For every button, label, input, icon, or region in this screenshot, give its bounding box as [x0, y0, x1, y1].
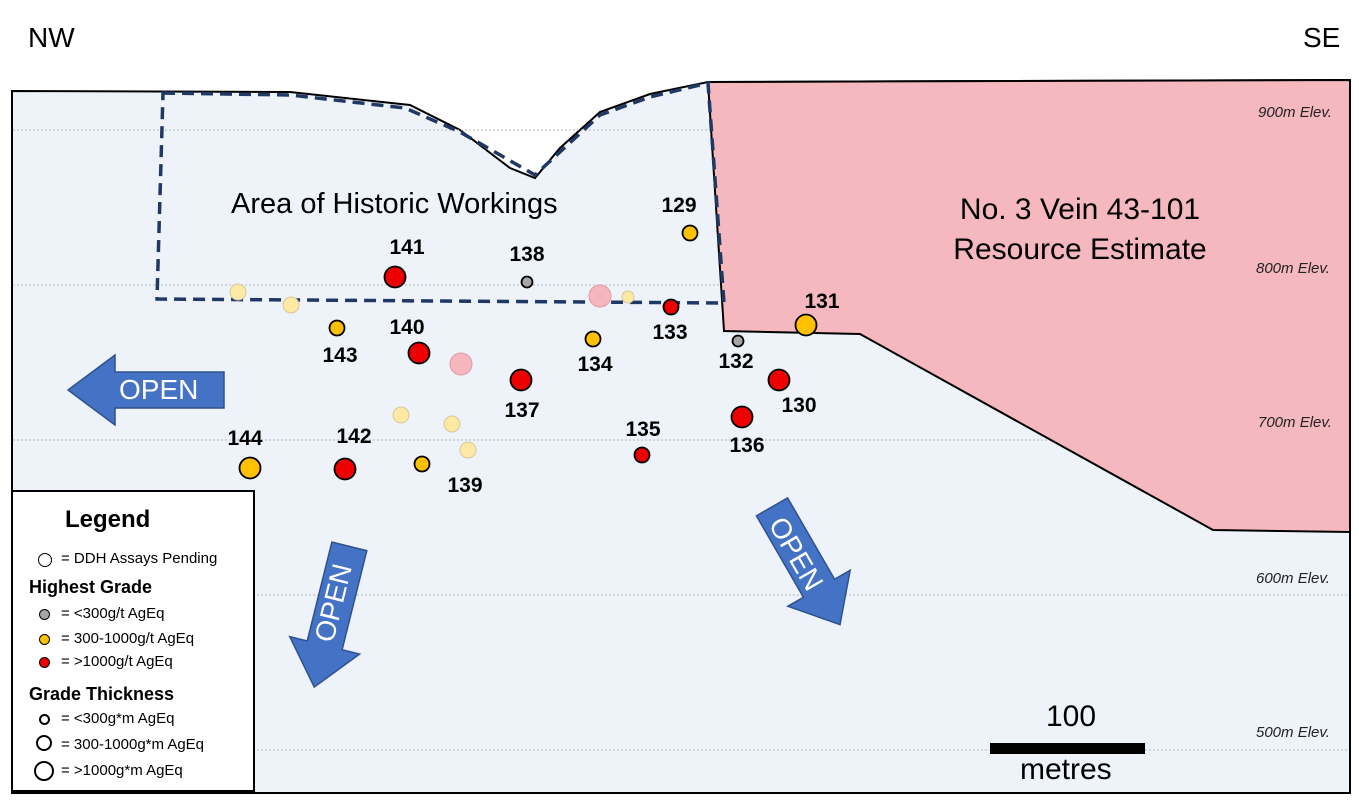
- open-label-nw: OPEN: [119, 374, 199, 405]
- thick-low-symbol-icon: [39, 714, 50, 725]
- intercept-140: [407, 341, 431, 365]
- elev-700-label: 700m Elev.: [1258, 414, 1332, 431]
- intercept-139: [413, 455, 431, 473]
- elev-800-label: 800m Elev.: [1256, 260, 1330, 277]
- hole-label-135: 135: [625, 418, 661, 441]
- se-label: SE: [1303, 22, 1341, 53]
- intercept-133: [662, 298, 680, 316]
- elev-900-label: 900m Elev.: [1258, 104, 1332, 121]
- legend-pending: = DDH Assays Pending: [61, 550, 218, 567]
- hole-label-144: 144: [227, 427, 263, 450]
- resource-label-line1: No. 3 Vein 43-101: [959, 193, 1201, 226]
- open-arrow-down: [288, 541, 368, 689]
- pending-intercept: [229, 283, 247, 301]
- legend-grade-heading: Highest Grade: [29, 577, 153, 597]
- pending-intercept: [459, 441, 477, 459]
- pending-intercepts: [229, 283, 635, 459]
- hole-label-130: 130: [781, 394, 817, 417]
- hole-label-139: 139: [447, 474, 483, 497]
- resource-estimate-label: No. 3 Vein 43-101 Resource Estimate: [930, 190, 1230, 270]
- hole-label-140: 140: [389, 316, 425, 339]
- hole-label-131: 131: [804, 290, 840, 313]
- pending-intercept: [449, 352, 473, 376]
- hole-label-136: 136: [729, 434, 765, 457]
- thick-mid-symbol-icon: [36, 735, 52, 751]
- resource-estimate-area: [706, 78, 1351, 534]
- hole-label-129: 129: [661, 194, 697, 217]
- hole-label-142: 142: [336, 425, 372, 448]
- hole-label-138: 138: [509, 243, 545, 266]
- intercept-132: [731, 334, 745, 348]
- hole-label-133: 133: [652, 321, 688, 344]
- intercept-142: [333, 457, 357, 481]
- pending-intercept: [588, 284, 612, 308]
- intercept-144: [238, 456, 262, 480]
- open-arrow-se: [755, 496, 852, 626]
- scale-value: 100: [1046, 700, 1097, 733]
- legend-thickness-heading: Grade Thickness: [29, 684, 175, 704]
- hole-label-137: 137: [504, 399, 540, 422]
- grade-low-symbol-icon: [39, 609, 50, 620]
- intercept-138: [520, 275, 534, 289]
- open-arrow-nw: [66, 353, 225, 427]
- intercept-136: [730, 405, 754, 429]
- legend-title: Legend: [65, 506, 151, 533]
- legend: Legend = DDH Assays Pending Highest Grad…: [11, 490, 255, 792]
- legend-grade-high: = >1000g/t AgEq: [61, 653, 173, 670]
- pending-intercept: [443, 415, 461, 433]
- legend-grade-low: = <300g/t AgEq: [61, 605, 165, 622]
- intercept-130: [767, 368, 791, 392]
- pending-intercept: [621, 290, 635, 304]
- elev-600-label: 600m Elev.: [1256, 570, 1330, 587]
- resource-label-line2: Resource Estimate: [953, 233, 1207, 266]
- pending-symbol-icon: [38, 553, 52, 567]
- open-arrows: [66, 353, 852, 689]
- intercept-131: [794, 313, 818, 337]
- scale-unit: metres: [1020, 753, 1112, 786]
- scale-bar: [990, 743, 1145, 754]
- legend-thick-low: = <300g*m AgEq: [61, 710, 175, 727]
- hole-label-132: 132: [718, 350, 754, 373]
- legend-thick-mid: = 300-1000g*m AgEq: [61, 736, 205, 753]
- grade-high-symbol-icon: [39, 657, 50, 668]
- grade-mid-symbol-icon: [39, 634, 50, 645]
- intercept-134: [584, 330, 602, 348]
- pending-intercept: [282, 296, 300, 314]
- thick-high-symbol-icon: [34, 761, 54, 781]
- drill-intercepts: [238, 224, 818, 481]
- intercept-143: [328, 319, 346, 337]
- historic-workings-outline: [155, 80, 726, 305]
- intercept-141: [383, 265, 407, 289]
- legend-grade-mid: = 300-1000g/t AgEq: [61, 630, 195, 647]
- legend-thick-high: = >1000g*m AgEq: [61, 762, 183, 779]
- elev-500-label: 500m Elev.: [1256, 724, 1330, 741]
- hole-label-134: 134: [577, 353, 613, 376]
- hole-label-141: 141: [389, 236, 425, 259]
- pending-intercept: [392, 406, 410, 424]
- hole-label-143: 143: [322, 344, 358, 367]
- intercept-129: [681, 224, 699, 242]
- historic-workings-label: Area of Historic Workings: [231, 188, 558, 220]
- nw-label: NW: [28, 22, 75, 53]
- intercept-135: [633, 446, 651, 464]
- intercept-137: [509, 368, 533, 392]
